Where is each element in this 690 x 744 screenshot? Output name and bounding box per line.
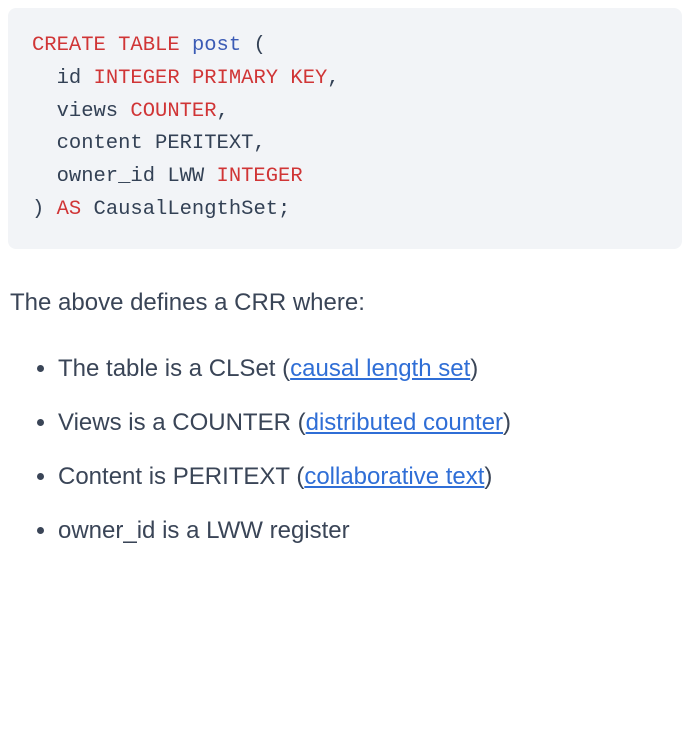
code-token: CausalLengthSet; <box>81 198 290 221</box>
bullet-list: The table is a CLSet (causal length set)… <box>10 351 680 549</box>
list-item: Content is PERITEXT (collaborative text) <box>58 459 680 495</box>
code-token <box>180 67 192 90</box>
code-token: INTEGER <box>217 165 303 188</box>
code-token: ( <box>241 34 266 57</box>
code-token: COUNTER <box>130 100 216 123</box>
code-token: ) <box>32 198 57 221</box>
text-span: owner_id is a LWW register <box>58 517 350 544</box>
text-span: ) <box>470 355 478 382</box>
code-token <box>278 67 290 90</box>
code-token: TABLE <box>118 34 180 57</box>
code-line: ) AS CausalLengthSet; <box>32 194 658 227</box>
code-token: , <box>327 67 339 90</box>
code-line: views COUNTER, <box>32 96 658 129</box>
code-line: content PERITEXT, <box>32 128 658 161</box>
link[interactable]: collaborative text <box>304 463 484 490</box>
code-token: content PERITEXT, <box>32 132 266 155</box>
code-token: views <box>32 100 130 123</box>
code-token: post <box>192 34 241 57</box>
text-span: Views is a COUNTER ( <box>58 409 306 436</box>
code-block: CREATE TABLE post ( id INTEGER PRIMARY K… <box>8 8 682 249</box>
text-span: ) <box>503 409 511 436</box>
prose-section: The above defines a CRR where: The table… <box>0 285 690 549</box>
code-token: PRIMARY <box>192 67 278 90</box>
code-token: CREATE <box>32 34 106 57</box>
intro-text: The above defines a CRR where: <box>10 285 680 321</box>
code-token <box>106 34 118 57</box>
list-item: The table is a CLSet (causal length set) <box>58 351 680 387</box>
code-line: owner_id LWW INTEGER <box>32 161 658 194</box>
code-token: AS <box>57 198 82 221</box>
code-token <box>180 34 192 57</box>
code-line: id INTEGER PRIMARY KEY, <box>32 63 658 96</box>
list-item: Views is a COUNTER (distributed counter) <box>58 405 680 441</box>
text-span: The table is a CLSet ( <box>58 355 290 382</box>
link[interactable]: causal length set <box>290 355 470 382</box>
code-token: , <box>217 100 229 123</box>
text-span: Content is PERITEXT ( <box>58 463 304 490</box>
code-token: KEY <box>290 67 327 90</box>
list-item: owner_id is a LWW register <box>58 513 680 549</box>
code-token: owner_id LWW <box>32 165 217 188</box>
code-token: INTEGER <box>94 67 180 90</box>
text-span: ) <box>484 463 492 490</box>
link[interactable]: distributed counter <box>306 409 503 436</box>
code-token: id <box>32 67 94 90</box>
code-line: CREATE TABLE post ( <box>32 30 658 63</box>
